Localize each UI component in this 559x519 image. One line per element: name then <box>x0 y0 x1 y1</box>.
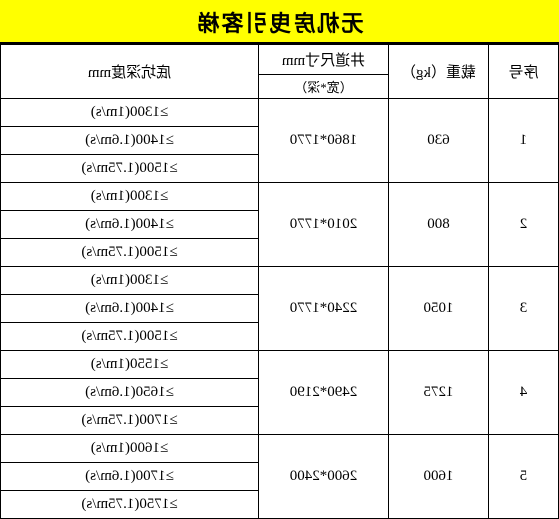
cell-load: 1600 <box>389 435 489 519</box>
cell-shaft: 2600*2400 <box>259 435 389 519</box>
cell-pit: ≥1600(1m/s) <box>1 435 259 463</box>
cell-seq: 2 <box>489 183 559 267</box>
cell-seq: 4 <box>489 351 559 435</box>
cell-pit: ≥1400(1.6m/s) <box>1 295 259 323</box>
table-row: 310502240*1770≥1300(1m/s) <box>1 267 559 295</box>
table-row: 16301860*1770≥1300(1m/s) <box>1 99 559 127</box>
cell-pit: ≥1550(1m/s) <box>1 351 259 379</box>
table-row: 516002600*2400≥1600(1m/s) <box>1 435 559 463</box>
cell-shaft: 1860*1770 <box>259 99 389 183</box>
cell-load: 1050 <box>389 267 489 351</box>
cell-pit: ≥1700(1.6m/s) <box>1 463 259 491</box>
cell-seq: 1 <box>489 99 559 183</box>
header-shaft-top: 井道尺寸mm <box>259 45 389 75</box>
cell-seq: 5 <box>489 435 559 519</box>
table-title: 无机房曳引客梯 <box>0 0 559 44</box>
header-shaft-sub: （宽*深） <box>259 75 389 99</box>
cell-pit: ≥1400(1.6m/s) <box>1 211 259 239</box>
header-seq: 序号 <box>489 45 559 99</box>
table-body: 16301860*1770≥1300(1m/s)≥1400(1.6m/s)≥15… <box>1 99 559 519</box>
table-row: 412752490*2190≥1550(1m/s) <box>1 351 559 379</box>
cell-load: 800 <box>389 183 489 267</box>
cell-pit: ≥1500(1.75m/s) <box>1 323 259 351</box>
cell-shaft: 2010*1770 <box>259 183 389 267</box>
elevator-spec-table: 序号 载重（kg） 井道尺寸mm 底坑深度mm （宽*深） 16301860*1… <box>0 44 559 519</box>
cell-load: 630 <box>389 99 489 183</box>
header-pit: 底坑深度mm <box>1 45 259 99</box>
cell-pit: ≥1400(1.6m/s) <box>1 127 259 155</box>
cell-pit: ≥1300(1m/s) <box>1 267 259 295</box>
cell-pit: ≥1750(1.75m/s) <box>1 491 259 519</box>
cell-seq: 3 <box>489 267 559 351</box>
cell-pit: ≥1300(1m/s) <box>1 183 259 211</box>
cell-pit: ≥1700(1.75m/s) <box>1 407 259 435</box>
cell-pit: ≥1650(1.6m/s) <box>1 379 259 407</box>
header-load: 载重（kg） <box>389 45 489 99</box>
cell-load: 1275 <box>389 351 489 435</box>
cell-shaft: 2490*2190 <box>259 351 389 435</box>
cell-pit: ≥1500(1.75m/s) <box>1 155 259 183</box>
cell-pit: ≥1300(1m/s) <box>1 99 259 127</box>
cell-shaft: 2240*1770 <box>259 267 389 351</box>
table-row: 28002010*1770≥1300(1m/s) <box>1 183 559 211</box>
cell-pit: ≥1500(1.75m/s) <box>1 239 259 267</box>
